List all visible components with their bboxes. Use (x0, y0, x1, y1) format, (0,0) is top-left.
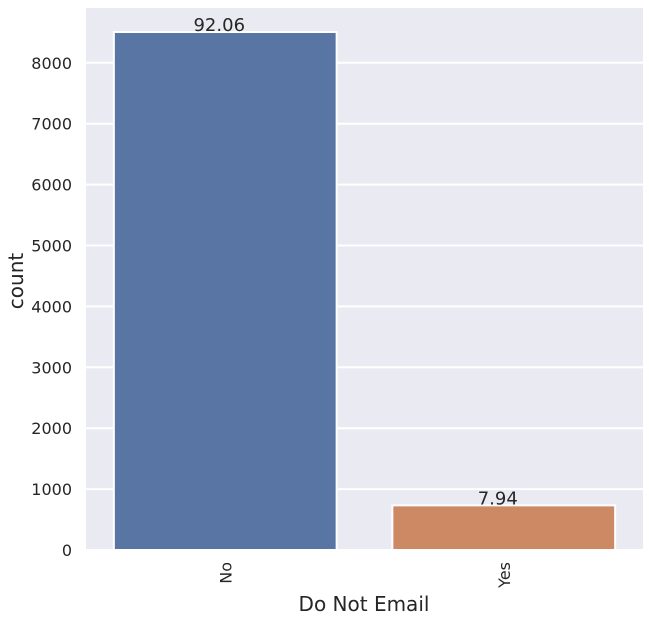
bars (112, 30, 617, 552)
y-tick-label: 4000 (31, 297, 72, 316)
x-axis-label: Do Not Email (299, 592, 430, 616)
bar-no (112, 30, 338, 552)
y-tick-label: 0 (62, 541, 72, 560)
y-tick-label: 1000 (31, 480, 72, 499)
y-tick-label: 8000 (31, 54, 72, 73)
y-tick-label: 3000 (31, 358, 72, 377)
y-tick-label: 5000 (31, 237, 72, 256)
x-tick-label: Yes (495, 562, 514, 589)
bar-data-labels: 92.06 7.94 (193, 15, 517, 509)
bar-data-label: 7.94 (478, 488, 518, 509)
x-tick-labels: No Yes (216, 562, 514, 589)
bar-data-label: 92.06 (193, 15, 245, 36)
y-tick-label: 6000 (31, 176, 72, 195)
bar-yes (391, 504, 617, 551)
y-tick-labels: 0 1000 2000 3000 4000 5000 6000 7000 8000 (31, 54, 72, 560)
x-tick-label: No (216, 562, 235, 584)
y-tick-label: 7000 (31, 115, 72, 134)
y-tick-label: 2000 (31, 419, 72, 438)
y-axis-label: count (4, 253, 28, 310)
